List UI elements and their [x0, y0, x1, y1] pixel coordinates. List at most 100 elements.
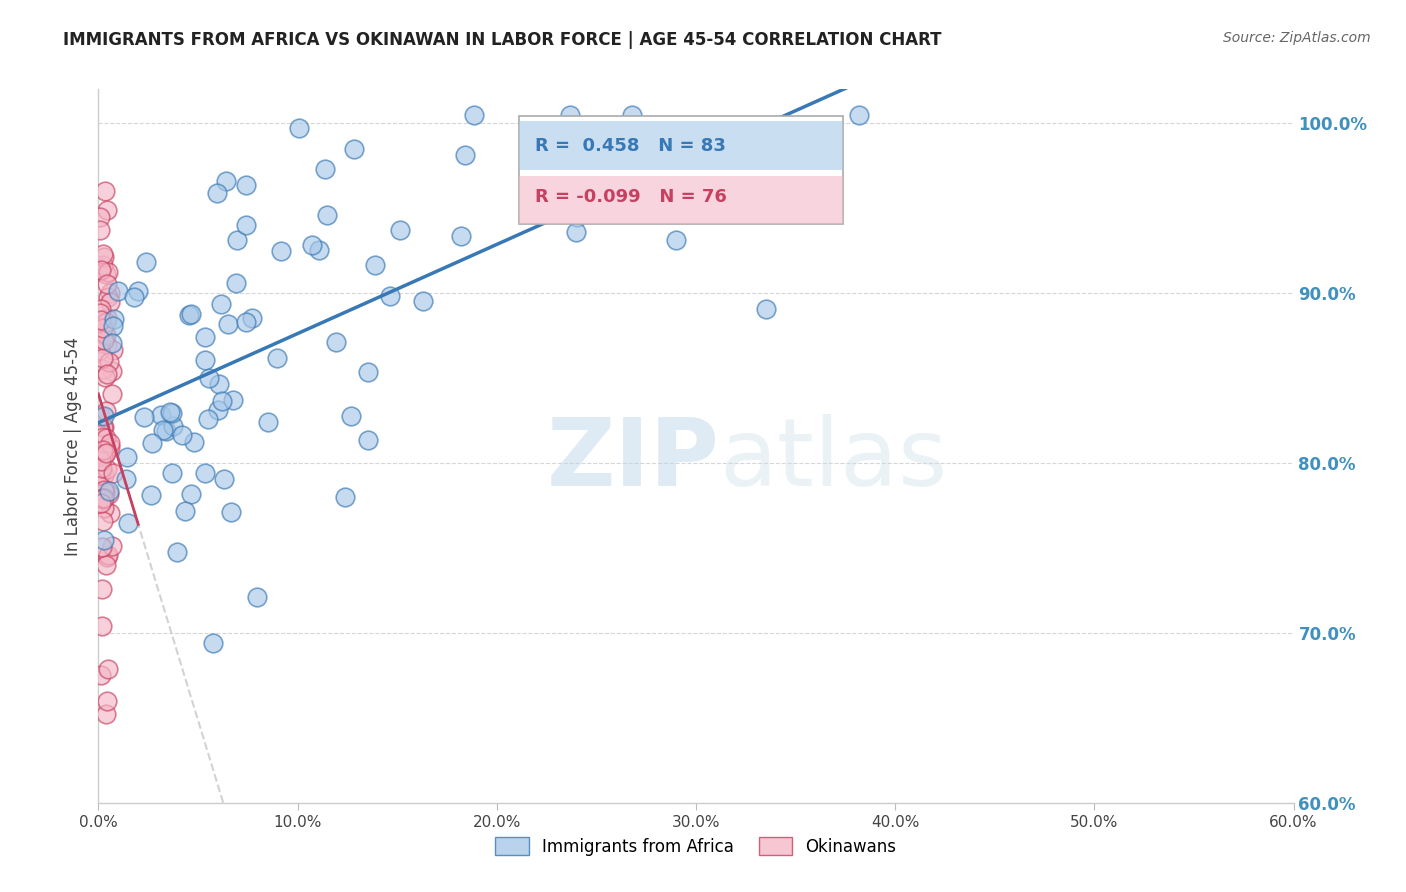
Point	[172, 427, 194, 442]
FancyBboxPatch shape	[519, 116, 844, 224]
Point	[198, 371, 221, 385]
Bar	[519, 121, 844, 169]
Point	[101, 467, 124, 481]
Point	[101, 335, 124, 350]
Point	[100, 387, 122, 401]
Point	[685, 132, 707, 146]
Point	[89, 306, 111, 320]
Point	[98, 440, 121, 454]
Point	[301, 238, 323, 252]
Point	[222, 393, 245, 408]
Point	[101, 364, 124, 378]
Point	[97, 264, 120, 278]
Point	[96, 327, 118, 342]
Point	[159, 405, 181, 419]
Point	[155, 424, 177, 438]
Point	[226, 233, 249, 247]
Point	[97, 290, 120, 304]
Point	[343, 142, 366, 156]
Point	[93, 501, 115, 516]
Point	[565, 210, 588, 224]
Text: IMMIGRANTS FROM AFRICA VS OKINAWAN IN LABOR FORCE | AGE 45-54 CORRELATION CHART: IMMIGRANTS FROM AFRICA VS OKINAWAN IN LA…	[63, 31, 942, 49]
Point	[93, 515, 115, 529]
Point	[107, 285, 129, 299]
Point	[357, 434, 380, 448]
Point	[288, 120, 311, 135]
Point	[89, 467, 111, 482]
Point	[94, 404, 117, 418]
Point	[98, 295, 121, 310]
Point	[450, 229, 472, 244]
Point	[90, 263, 112, 277]
Text: ZIP: ZIP	[547, 414, 720, 507]
Point	[242, 310, 264, 325]
Point	[91, 442, 114, 457]
Point	[93, 467, 115, 482]
Point	[179, 308, 201, 322]
Point	[96, 550, 118, 565]
Point	[620, 108, 643, 122]
Point	[96, 462, 118, 476]
Point	[101, 539, 124, 553]
Point	[217, 317, 239, 331]
Point	[90, 313, 112, 327]
Y-axis label: In Labor Force | Age 45-54: In Labor Force | Age 45-54	[65, 336, 83, 556]
Point	[94, 447, 117, 461]
Point	[180, 486, 202, 500]
Point	[215, 174, 238, 188]
Point	[316, 208, 339, 222]
Text: Source: ZipAtlas.com: Source: ZipAtlas.com	[1223, 31, 1371, 45]
Point	[454, 148, 477, 162]
Point	[93, 409, 115, 423]
Point	[162, 418, 184, 433]
Point	[96, 315, 118, 329]
Point	[93, 491, 115, 505]
Text: R = -0.099   N = 76: R = -0.099 N = 76	[534, 188, 727, 206]
Point	[91, 362, 114, 376]
Point	[115, 450, 138, 464]
Point	[463, 108, 485, 122]
Point	[117, 516, 139, 530]
Point	[94, 484, 117, 499]
Point	[89, 223, 111, 237]
Point	[115, 472, 138, 486]
Point	[96, 445, 118, 459]
Point	[235, 218, 257, 232]
Point	[412, 294, 434, 309]
Point	[207, 376, 229, 391]
Point	[103, 319, 125, 334]
Point	[325, 335, 347, 350]
Point	[93, 533, 115, 548]
Point	[94, 369, 117, 384]
Point	[89, 343, 111, 358]
Point	[755, 301, 778, 316]
Point	[96, 338, 118, 352]
Point	[174, 504, 197, 518]
Point	[91, 430, 114, 444]
Point	[207, 402, 229, 417]
Legend: Immigrants from Africa, Okinawans: Immigrants from Africa, Okinawans	[489, 830, 903, 863]
Point	[98, 483, 121, 498]
Point	[308, 243, 330, 257]
Point	[246, 590, 269, 604]
Bar	[519, 176, 844, 224]
Point	[209, 296, 232, 310]
Point	[707, 153, 730, 168]
Point	[256, 415, 278, 429]
Point	[212, 472, 235, 486]
Point	[139, 488, 162, 502]
Point	[219, 505, 242, 519]
Point	[565, 225, 588, 239]
Point	[96, 444, 118, 458]
Point	[96, 311, 118, 326]
Text: atlas: atlas	[720, 414, 948, 507]
Point	[193, 330, 215, 344]
Point	[183, 435, 205, 450]
Point	[205, 186, 228, 200]
Point	[197, 412, 219, 426]
Point	[89, 332, 111, 346]
Point	[93, 420, 115, 434]
Point	[149, 408, 172, 422]
Point	[848, 108, 870, 122]
Point	[93, 420, 115, 434]
